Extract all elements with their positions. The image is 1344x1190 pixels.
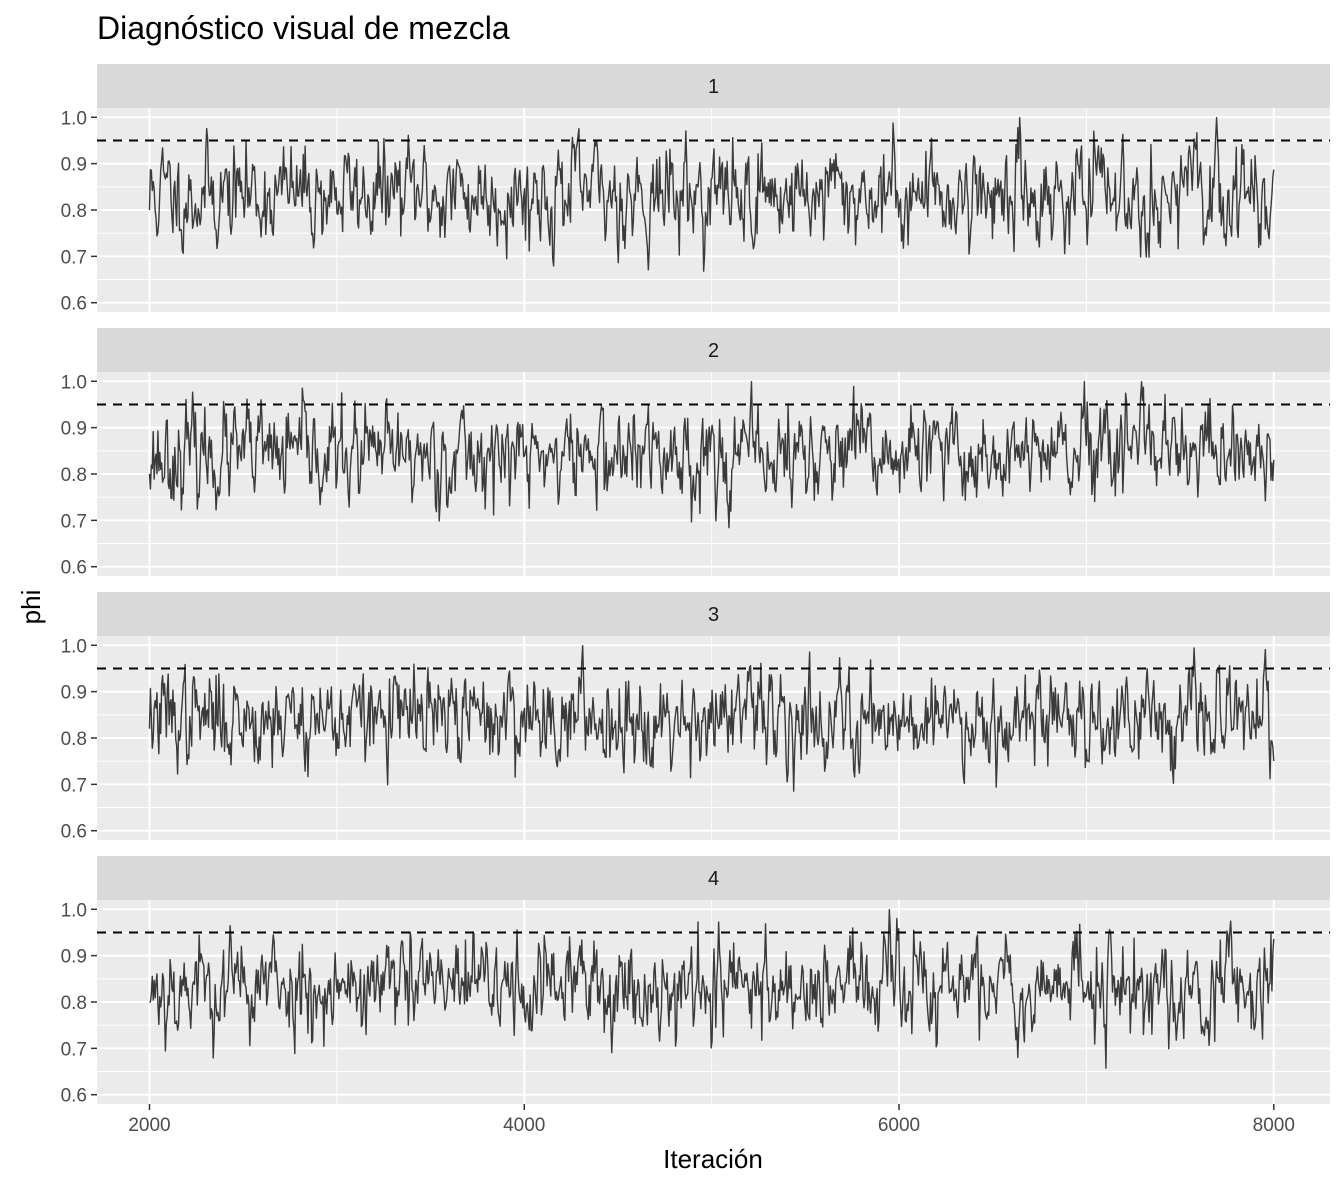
y-tick-label: 1.0 — [61, 900, 87, 921]
x-axis: 2000 4000 6000 8000 — [128, 1104, 1295, 1136]
facet-panel-3: 3 0.6 0.7 0.8 0.9 1.0 — [61, 592, 1330, 843]
facet-strip — [97, 64, 1330, 108]
facet-strip-label: 2 — [708, 340, 719, 362]
facet-strip — [97, 328, 1330, 372]
trace-line — [148, 117, 1275, 272]
y-tick-label: 1.0 — [61, 108, 87, 129]
y-tick-label: 0.6 — [61, 558, 87, 579]
facet-strip — [97, 856, 1330, 900]
y-tick-label: 0.8 — [61, 201, 87, 222]
y-tick-label: 0.7 — [61, 775, 87, 796]
y-tick-label: 0.7 — [61, 1039, 87, 1060]
y-tick-label: 0.7 — [61, 247, 87, 268]
y-tick-label: 0.6 — [61, 1086, 87, 1107]
y-tick-label: 0.8 — [61, 465, 87, 486]
y-tick-label: 0.9 — [61, 683, 87, 704]
trace-line — [148, 381, 1275, 529]
x-axis-title: Iteración — [663, 1144, 763, 1174]
x-tick-label: 6000 — [878, 1115, 920, 1136]
y-tick-label: 0.8 — [61, 729, 87, 750]
facet-panel-1: 1 0.6 0.7 0.8 0.9 1.0 — [61, 64, 1330, 315]
x-tick-label: 2000 — [128, 1115, 170, 1136]
facet-strip-label: 4 — [708, 868, 719, 890]
y-tick-label: 0.6 — [61, 822, 87, 843]
facet-panels: 1 0.6 0.7 0.8 0.9 1.0 2 0.6 0.7 0.8 0.9 1.0 3 0.6 0.7 0… — [61, 64, 1330, 1107]
x-tick-label: 4000 — [503, 1115, 545, 1136]
y-axis-title: phi — [16, 590, 46, 625]
y-tick-label: 0.8 — [61, 993, 87, 1014]
y-tick-label: 0.9 — [61, 947, 87, 968]
y-tick-label: 0.9 — [61, 155, 87, 176]
trace-line — [149, 909, 1275, 1069]
facet-panel-4: 4 0.6 0.7 0.8 0.9 1.0 — [61, 856, 1330, 1107]
facet-panel-2: 2 0.6 0.7 0.8 0.9 1.0 — [61, 328, 1330, 579]
chart-title: Diagnóstico visual de mezcla — [97, 10, 510, 46]
y-tick-label: 0.7 — [61, 511, 87, 532]
facet-strip-label: 1 — [708, 76, 719, 98]
y-tick-label: 0.6 — [61, 294, 87, 315]
facet-strip — [97, 592, 1330, 636]
y-tick-label: 0.9 — [61, 419, 87, 440]
y-tick-label: 1.0 — [61, 636, 87, 657]
x-tick-label: 8000 — [1253, 1115, 1295, 1136]
y-tick-label: 1.0 — [61, 372, 87, 393]
trace-line — [148, 645, 1275, 792]
facet-strip-label: 3 — [708, 604, 719, 626]
